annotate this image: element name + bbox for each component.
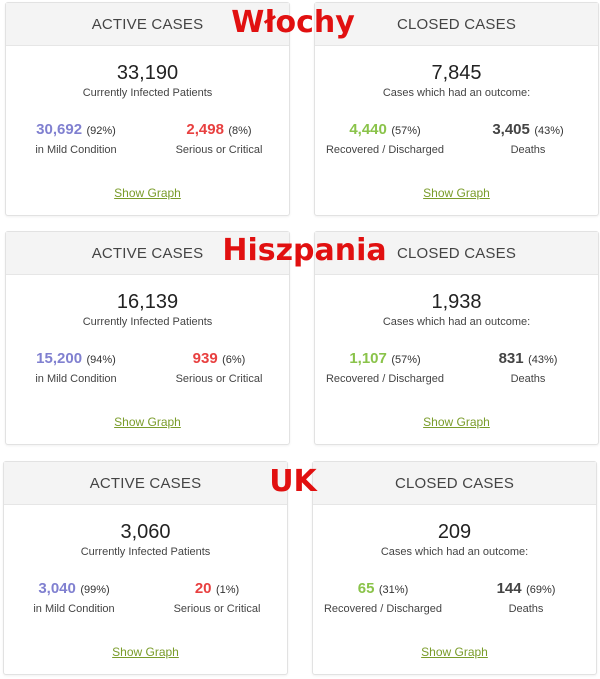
show-graph-link[interactable]: Show Graph [112, 645, 179, 659]
serious-pct: (8%) [228, 125, 252, 137]
recovered-pct: (57%) [391, 125, 421, 137]
mild-value: 3,040 [38, 580, 76, 597]
deaths-value: 144 [496, 580, 522, 597]
card-header: ACTIVE CASES [6, 232, 289, 275]
mild-pct: (92%) [86, 125, 116, 137]
show-graph-link[interactable]: Show Graph [423, 415, 490, 429]
deaths-pct: (69%) [526, 584, 556, 596]
deaths-label: Deaths [510, 373, 546, 385]
deaths-stat: 831 (43%) Deaths [458, 350, 598, 385]
recovered-label: Recovered / Discharged [325, 373, 444, 385]
mild-stat: 3,040 (99%) in Mild Condition [4, 580, 144, 615]
recovered-pct: (57%) [391, 354, 421, 366]
section-spain: ACTIVE CASES 16,139 Currently Infected P… [0, 231, 600, 449]
serious-value: 20 [194, 580, 212, 597]
show-graph-link[interactable]: Show Graph [423, 186, 490, 200]
closed-subtitle: Cases which had an outcome: [380, 546, 529, 558]
recovered-value: 4,440 [349, 121, 387, 138]
serious-stat: 2,498 (8%) Serious or Critical [149, 121, 289, 156]
show-graph-link[interactable]: Show Graph [114, 415, 181, 429]
closed-total: 1,938 [431, 291, 482, 313]
active-subtitle: Currently Infected Patients [82, 87, 213, 99]
card-header: ACTIVE CASES [6, 3, 289, 46]
closed-total: 209 [437, 521, 472, 543]
serious-label: Serious or Critical [175, 373, 263, 385]
card-header: CLOSED CASES [313, 462, 596, 505]
deaths-label: Deaths [508, 603, 544, 615]
mild-stat: 15,200 (94%) in Mild Condition [6, 350, 146, 385]
serious-pct: (6%) [222, 354, 246, 366]
closed-subtitle: Cases which had an outcome: [382, 87, 531, 99]
serious-value: 939 [192, 350, 218, 367]
recovered-value: 1,107 [349, 350, 387, 367]
serious-label: Serious or Critical [173, 603, 261, 615]
mild-value: 15,200 [36, 350, 83, 367]
active-total: 3,060 [120, 521, 171, 543]
active-total: 33,190 [116, 62, 179, 84]
section-uk: ACTIVE CASES 3,060 Currently Infected Pa… [0, 461, 600, 679]
card-header: CLOSED CASES [315, 232, 598, 275]
card-header: CLOSED CASES [315, 3, 598, 46]
mild-label: in Mild Condition [33, 603, 115, 615]
card-header: ACTIVE CASES [4, 462, 287, 505]
show-graph-link[interactable]: Show Graph [114, 186, 181, 200]
recovered-pct: (31%) [378, 584, 409, 596]
closed-cases-card: CLOSED CASES 7,845 Cases which had an ou… [314, 2, 599, 216]
serious-stat: 20 (1%) Serious or Critical [147, 580, 287, 615]
serious-stat: 939 (6%) Serious or Critical [149, 350, 289, 385]
active-subtitle: Currently Infected Patients [80, 546, 211, 558]
mild-label: in Mild Condition [35, 373, 117, 385]
active-subtitle: Currently Infected Patients [82, 316, 213, 328]
country-label: Włochy [231, 5, 355, 40]
recovered-label: Recovered / Discharged [323, 603, 442, 615]
section-italy: ACTIVE CASES 33,190 Currently Infected P… [0, 2, 600, 220]
recovered-stat: 4,440 (57%) Recovered / Discharged [315, 121, 455, 156]
mild-label: in Mild Condition [35, 144, 117, 156]
recovered-stat: 1,107 (57%) Recovered / Discharged [315, 350, 455, 385]
show-graph-link[interactable]: Show Graph [421, 645, 488, 659]
serious-value: 2,498 [186, 121, 224, 138]
deaths-value: 831 [498, 350, 524, 367]
active-cases-card: ACTIVE CASES 16,139 Currently Infected P… [5, 231, 290, 445]
deaths-stat: 3,405 (43%) Deaths [458, 121, 598, 156]
closed-cases-card: CLOSED CASES 1,938 Cases which had an ou… [314, 231, 599, 445]
deaths-pct: (43%) [534, 125, 564, 137]
active-cases-card: ACTIVE CASES 3,060 Currently Infected Pa… [3, 461, 288, 675]
closed-subtitle: Cases which had an outcome: [382, 316, 531, 328]
deaths-label: Deaths [510, 144, 546, 156]
active-total: 16,139 [116, 291, 179, 313]
deaths-value: 3,405 [492, 121, 530, 138]
mild-stat: 30,692 (92%) in Mild Condition [6, 121, 146, 156]
closed-total: 7,845 [431, 62, 482, 84]
deaths-pct: (43%) [528, 354, 558, 366]
recovered-stat: 65 (31%) Recovered / Discharged [313, 580, 453, 615]
active-cases-card: ACTIVE CASES 33,190 Currently Infected P… [5, 2, 290, 216]
mild-pct: (94%) [86, 354, 116, 366]
country-label: UK [269, 464, 317, 499]
serious-label: Serious or Critical [175, 144, 263, 156]
serious-pct: (1%) [215, 584, 240, 596]
recovered-value: 65 [357, 580, 375, 597]
deaths-stat: 144 (69%) Deaths [456, 580, 596, 615]
recovered-label: Recovered / Discharged [325, 144, 444, 156]
mild-value: 30,692 [36, 121, 83, 138]
closed-cases-card: CLOSED CASES 209 Cases which had an outc… [312, 461, 597, 675]
country-label: Hiszpania [222, 233, 387, 268]
mild-pct: (99%) [80, 584, 110, 596]
